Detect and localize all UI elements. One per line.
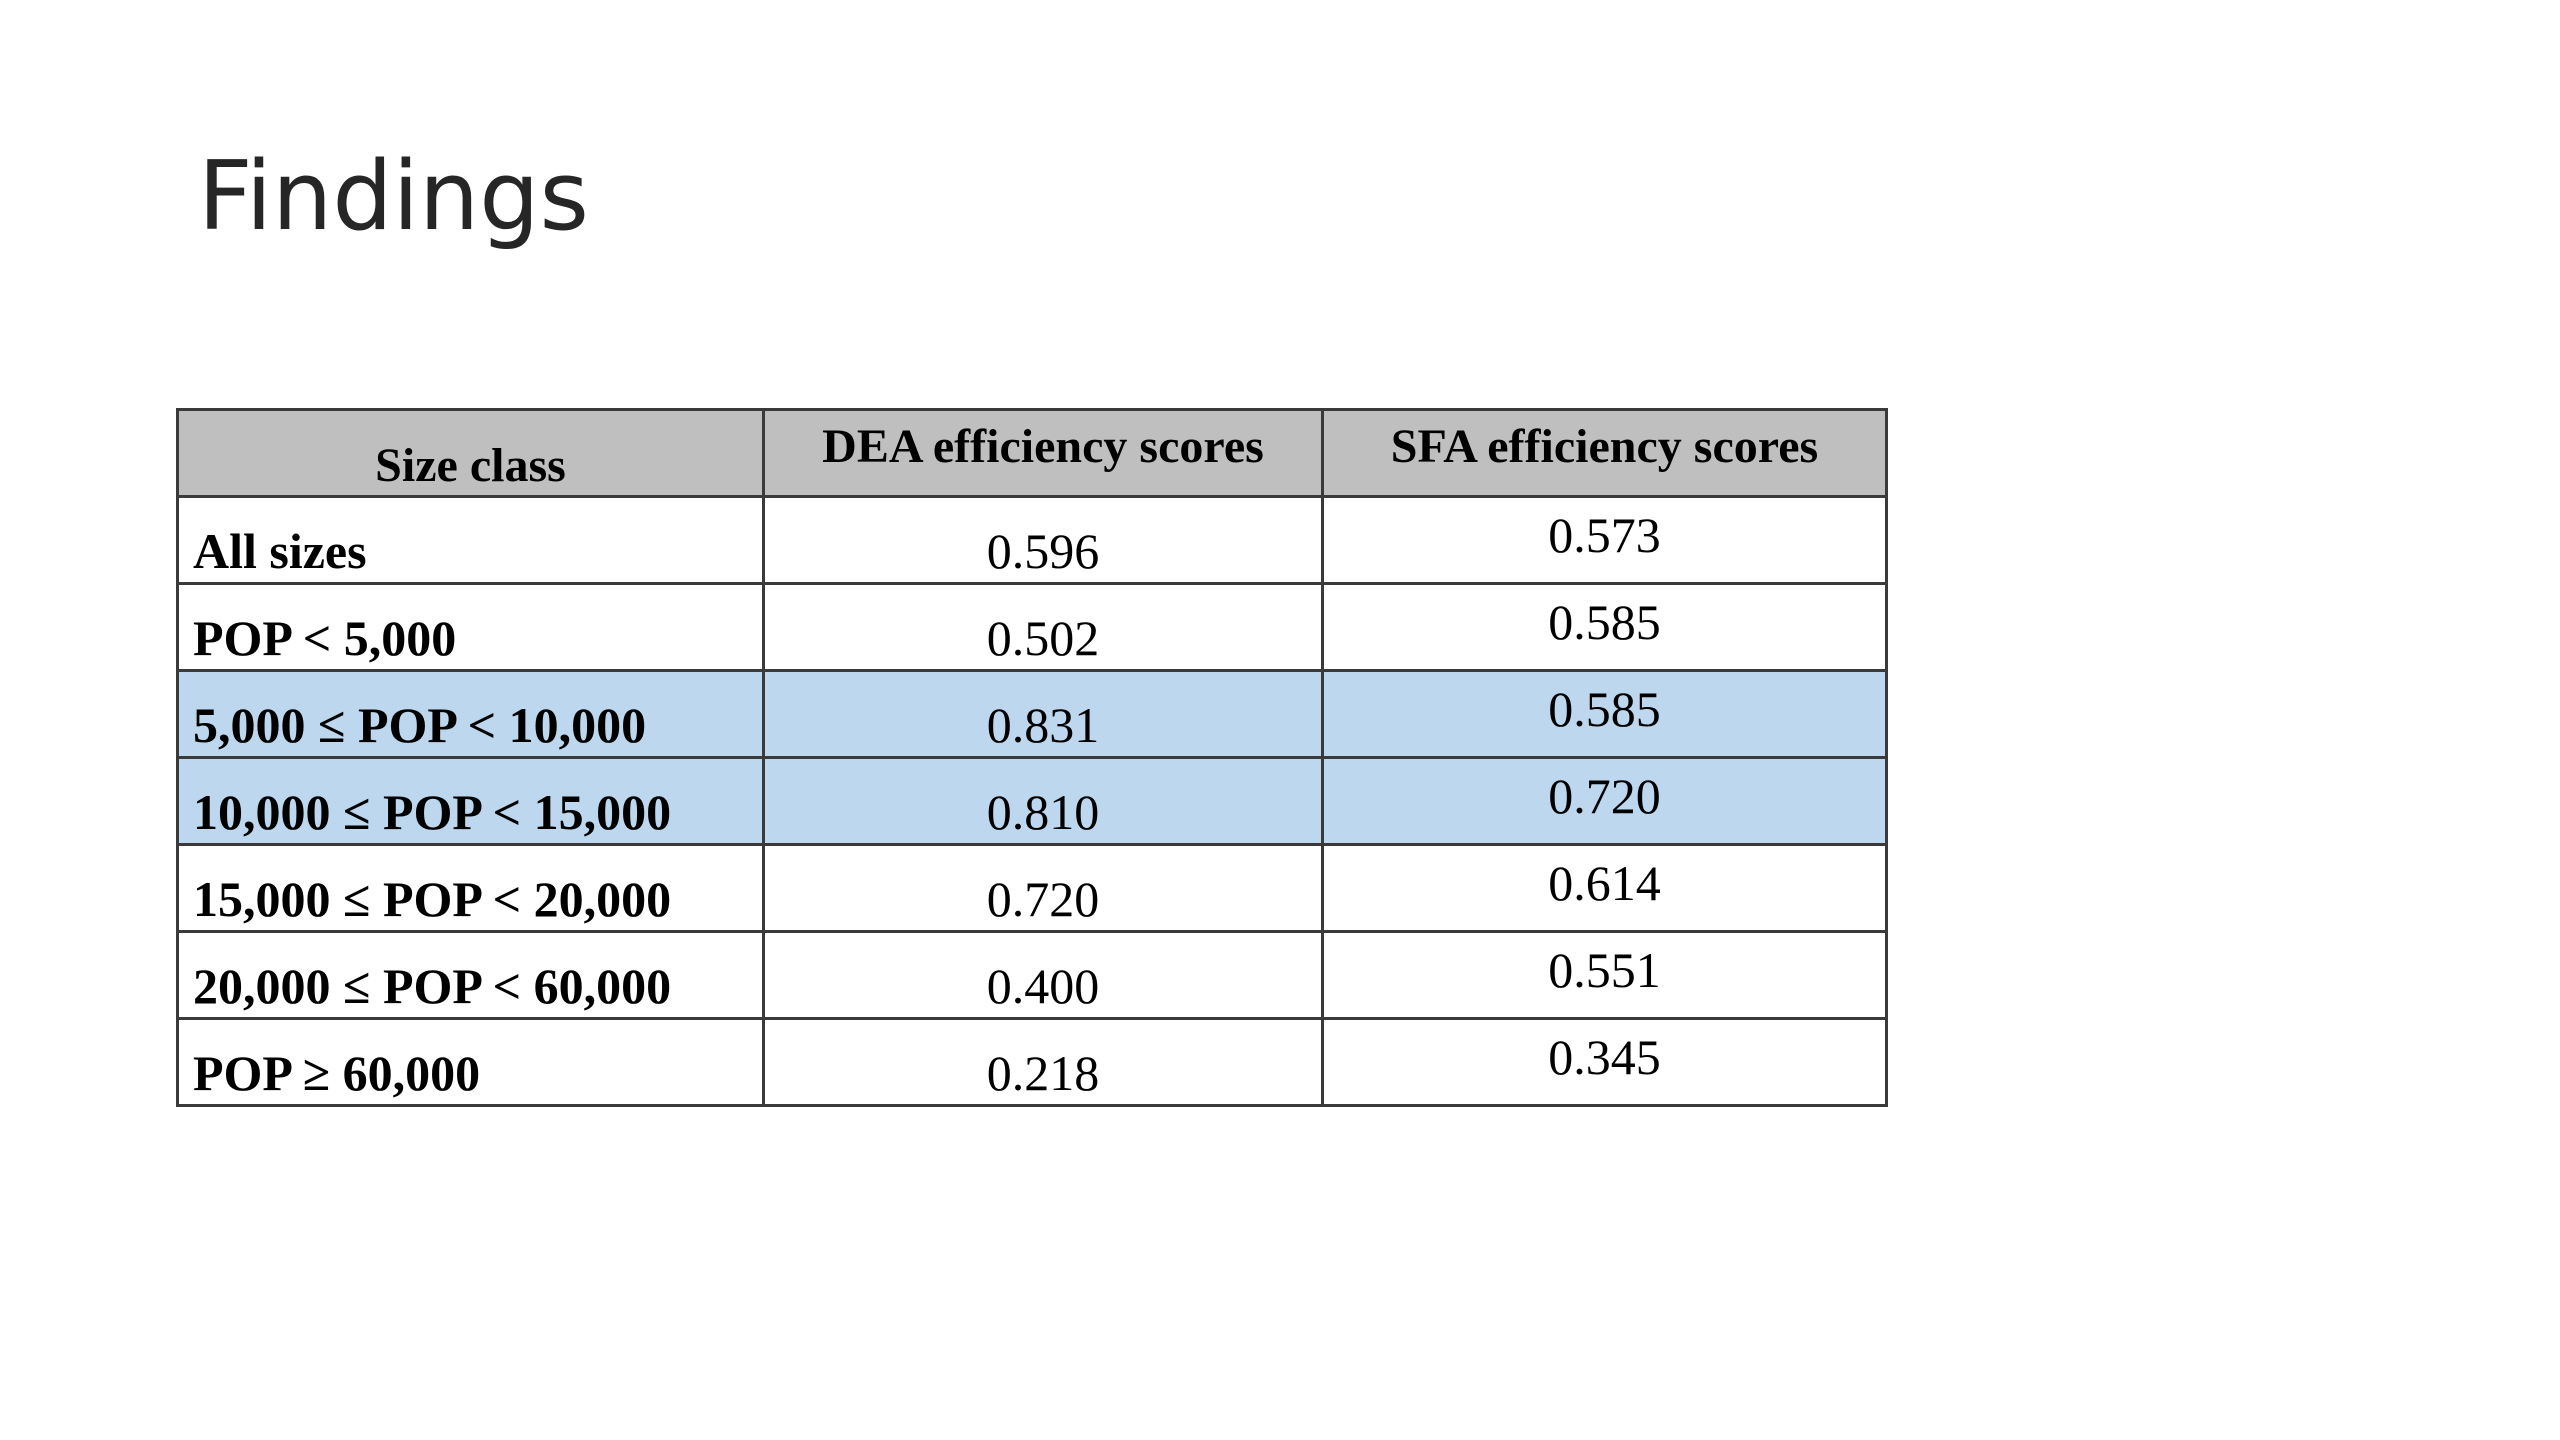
table-row: 15,000 ≤ POP < 20,000 0.720 0.614 [176,843,1888,933]
findings-table: Size class DEA efficiency scores SFA eff… [176,408,1888,1107]
table-row: POP ≥ 60,000 0.218 0.345 [176,1017,1888,1107]
sfa-score-cell: 0.345 [1321,1017,1888,1107]
sfa-score-cell: 0.614 [1321,843,1888,933]
header-dea-scores: DEA efficiency scores [762,408,1324,498]
sfa-score-cell: 0.585 [1321,669,1888,759]
slide-title: Findings [198,142,590,252]
table-row: POP < 5,000 0.502 0.585 [176,582,1888,672]
sfa-score-cell: 0.585 [1321,582,1888,672]
size-class-cell: 15,000 ≤ POP < 20,000 [176,843,765,933]
sfa-score-cell: 0.573 [1321,495,1888,585]
size-class-cell: 20,000 ≤ POP < 60,000 [176,930,765,1020]
table-row: All sizes 0.596 0.573 [176,495,1888,585]
findings-table-container: Size class DEA efficiency scores SFA eff… [176,408,1888,1107]
sfa-score-cell: 0.720 [1321,756,1888,846]
table-row: 20,000 ≤ POP < 60,000 0.400 0.551 [176,930,1888,1020]
dea-score-cell: 0.400 [762,930,1324,1020]
dea-score-cell: 0.596 [762,495,1324,585]
size-class-cell: All sizes [176,495,765,585]
size-class-cell: 10,000 ≤ POP < 15,000 [176,756,765,846]
dea-score-cell: 0.218 [762,1017,1324,1107]
table-row: 10,000 ≤ POP < 15,000 0.810 0.720 [176,756,1888,846]
size-class-cell: POP < 5,000 [176,582,765,672]
size-class-cell: 5,000 ≤ POP < 10,000 [176,669,765,759]
table-header-row: Size class DEA efficiency scores SFA eff… [176,408,1888,498]
dea-score-cell: 0.502 [762,582,1324,672]
header-size-class: Size class [176,408,765,498]
header-sfa-scores: SFA efficiency scores [1321,408,1888,498]
dea-score-cell: 0.831 [762,669,1324,759]
size-class-cell: POP ≥ 60,000 [176,1017,765,1107]
table-row: 5,000 ≤ POP < 10,000 0.831 0.585 [176,669,1888,759]
dea-score-cell: 0.810 [762,756,1324,846]
dea-score-cell: 0.720 [762,843,1324,933]
sfa-score-cell: 0.551 [1321,930,1888,1020]
